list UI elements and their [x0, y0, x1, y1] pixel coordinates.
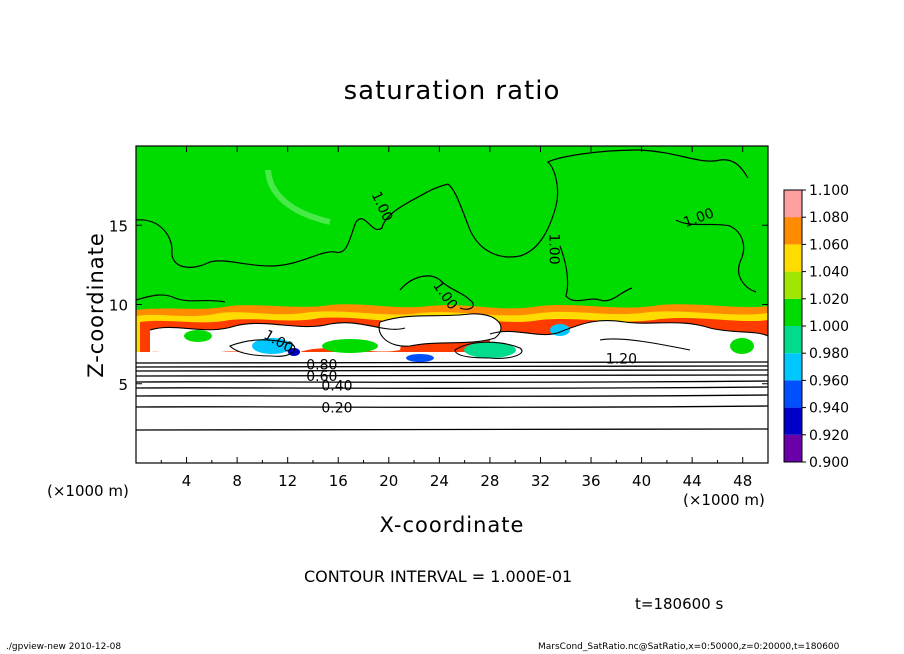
- field-upper-saturated: [136, 146, 768, 312]
- contour-interval-note: CONTOUR INTERVAL = 1.000E-01: [304, 567, 573, 586]
- colorbar: 0.900 0.920 0.940 0.960 0.980 1.000 1.020 1.040…: [783, 183, 849, 471]
- contour-label-text: 0.40: [321, 378, 352, 394]
- chart-title: saturation ratio: [343, 76, 561, 106]
- contour-label-text: 0.60: [306, 369, 337, 385]
- contour-line-upper-6: [136, 294, 226, 303]
- contour-label: 0.40: [321, 378, 352, 394]
- colorbar-label: 1.020: [809, 292, 849, 308]
- colorbar-label: 0.940: [809, 401, 849, 417]
- x-unit-left: (×1000 m): [47, 482, 129, 500]
- contour-label: 1.20: [606, 351, 637, 367]
- x-tick-label: 12: [278, 472, 297, 490]
- colorbar-label: 0.980: [809, 346, 849, 362]
- colorbar-bin: [784, 271, 802, 299]
- contour-line-lower-5: [136, 380, 768, 384]
- contour-line-lower-2: [136, 365, 768, 368]
- contour-line-cloud-3: [489, 319, 768, 337]
- saturation-field: [136, 146, 768, 463]
- colorbar-bin: [784, 217, 802, 245]
- colorbar-label: 1.060: [809, 237, 849, 253]
- x-tick-label: 40: [632, 472, 651, 490]
- x-tick-label: 8: [232, 472, 242, 490]
- contour-line-cloud-4: [229, 339, 296, 357]
- time-note: t=180600 s: [635, 595, 724, 613]
- dry-pocket-7: [406, 354, 434, 362]
- colorbar-label: 1.100: [809, 183, 849, 199]
- contour-line-cloud-1: [149, 322, 406, 331]
- colorbar-bin: [784, 407, 802, 435]
- contour-line-lower-7: [136, 394, 768, 398]
- contour-line-upper-1: [136, 183, 449, 268]
- colorbar-label: 0.960: [809, 373, 849, 389]
- upper-faint-arc: [265, 169, 331, 225]
- contour-line-upper-5: [399, 275, 474, 310]
- x-axis-label: X-coordinate: [0, 513, 904, 537]
- colorbar-label: 1.080: [809, 210, 849, 226]
- contour-line-lower-9: [136, 428, 768, 431]
- cloud-core-2: [379, 313, 501, 347]
- colorbar-bin: [784, 326, 802, 354]
- contour-line-upper-4: [675, 219, 757, 293]
- contour-line-lower-8: [136, 405, 768, 409]
- field-lower-dry: [136, 362, 768, 463]
- contour-line-upper-3: [559, 245, 633, 302]
- y-tick-label: 15: [109, 217, 128, 235]
- colorbar-bin: [784, 434, 802, 462]
- colorbar-label: 0.920: [809, 428, 849, 444]
- colorbar-bin: [784, 353, 802, 381]
- contour-line-lower-6: [136, 386, 768, 390]
- contour-label-text: 0.80: [306, 358, 337, 374]
- footer-file-info: MarsCond_SatRatio.nc@SatRatio,x=0:50000,…: [538, 642, 840, 652]
- contour-label-text: 1.20: [606, 351, 637, 367]
- contour-line-lower-1: [136, 361, 768, 364]
- contour-line-upper-2: [447, 149, 749, 258]
- contour-label: 1.00: [545, 233, 561, 264]
- x-tick-label: 20: [379, 472, 398, 490]
- contour-line-lower-4: [136, 374, 768, 377]
- dry-pocket-8: [730, 338, 754, 354]
- colorbar-label: 1.040: [809, 265, 849, 281]
- x-tick-label: 16: [329, 472, 348, 490]
- colorbar-label: 1.000: [809, 319, 849, 335]
- x-tick-label: 44: [683, 472, 702, 490]
- dry-pocket-5: [184, 330, 212, 342]
- x-tick-label: 24: [430, 472, 449, 490]
- contour-line-lower-3: [136, 369, 768, 372]
- contour-line-cloud-5: [454, 341, 523, 359]
- colorbar-bin: [784, 380, 802, 408]
- colorbar-bin: [784, 298, 802, 326]
- contour-label-text: 1.00: [545, 233, 561, 264]
- contour-label: 0.80: [306, 358, 337, 374]
- x-unit-right: (×1000 m): [683, 491, 765, 509]
- contour-label: 0.20: [321, 401, 352, 417]
- y-tick-label: 5: [118, 376, 128, 394]
- x-axis-ticks: 4 8 12 16 20 24 28 32 36 40 44 48: [160, 146, 752, 490]
- footer-program-info: ./gpview-new 2010-12-08: [6, 642, 122, 652]
- colorbar-label: 0.900: [809, 455, 849, 471]
- y-tick-label: 10: [109, 297, 128, 315]
- colorbar-bin: [784, 244, 802, 272]
- contour-label: 0.60: [306, 369, 337, 385]
- dry-pocket-4: [464, 342, 516, 358]
- dry-pocket-3: [322, 339, 378, 353]
- x-axis-label-text: X-coordinate: [379, 513, 525, 537]
- contour-line-cloud-2: [378, 313, 502, 347]
- x-tick-label: 28: [480, 472, 499, 490]
- x-tick-label: 48: [733, 472, 752, 490]
- x-tick-label: 32: [531, 472, 550, 490]
- colorbar-bin-top: [784, 190, 802, 218]
- contour-line-cloud-6: [599, 338, 691, 351]
- x-tick-label: 4: [182, 472, 192, 490]
- contour-label-text: 0.20: [321, 401, 352, 417]
- y-axis-ticks: 5 10 15: [109, 217, 768, 394]
- x-tick-label: 36: [581, 472, 600, 490]
